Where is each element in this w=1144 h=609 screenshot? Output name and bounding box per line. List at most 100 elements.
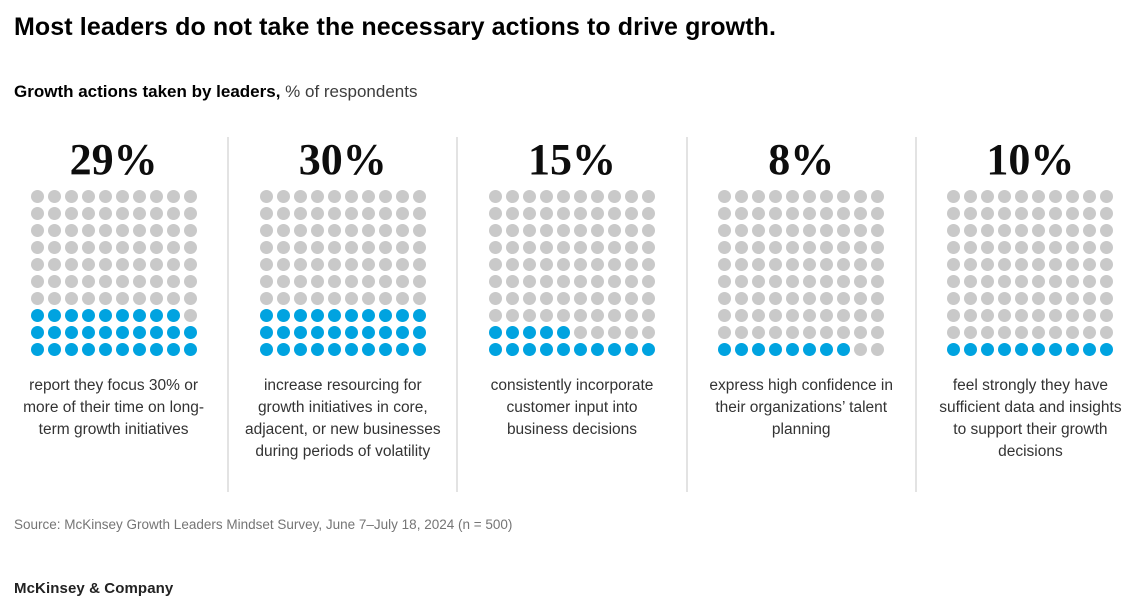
dot-empty bbox=[166, 207, 180, 220]
dot-empty bbox=[412, 224, 426, 237]
dot-empty bbox=[344, 275, 358, 288]
dot-empty bbox=[132, 258, 146, 271]
dot-empty bbox=[310, 241, 324, 254]
dot-empty bbox=[115, 224, 129, 237]
dot-empty bbox=[998, 326, 1012, 339]
dot-filled bbox=[98, 326, 112, 339]
dot-empty bbox=[820, 241, 834, 254]
dot-empty bbox=[803, 292, 817, 305]
dot-empty bbox=[259, 224, 273, 237]
dot-empty bbox=[820, 207, 834, 220]
dot-empty bbox=[998, 207, 1012, 220]
dot-empty bbox=[591, 292, 604, 305]
dot-empty bbox=[1100, 275, 1114, 288]
dot-empty bbox=[1100, 190, 1114, 203]
dot-empty bbox=[769, 190, 783, 203]
dot-grid bbox=[259, 190, 426, 356]
dot-empty bbox=[608, 241, 621, 254]
dot-empty bbox=[64, 258, 78, 271]
dot-empty bbox=[81, 207, 95, 220]
dot-empty bbox=[837, 241, 851, 254]
dot-empty bbox=[183, 292, 197, 305]
dot-empty bbox=[998, 275, 1012, 288]
dot-empty bbox=[276, 258, 290, 271]
dot-empty bbox=[837, 190, 851, 203]
dot-filled bbox=[361, 343, 375, 356]
dot-empty bbox=[642, 326, 655, 339]
dot-empty bbox=[786, 309, 800, 322]
dot-filled bbox=[149, 343, 163, 356]
dot-empty bbox=[642, 224, 655, 237]
dot-empty bbox=[115, 241, 129, 254]
dot-filled bbox=[981, 343, 995, 356]
dot-empty bbox=[591, 241, 604, 254]
percent-label: 15% bbox=[528, 135, 616, 184]
dot-filled bbox=[149, 326, 163, 339]
dot-empty bbox=[625, 292, 638, 305]
dot-empty bbox=[786, 190, 800, 203]
dot-empty bbox=[47, 224, 61, 237]
dot-filled bbox=[998, 343, 1012, 356]
dot-empty bbox=[395, 207, 409, 220]
dot-empty bbox=[642, 275, 655, 288]
dot-empty bbox=[820, 326, 834, 339]
dot-filled bbox=[412, 309, 426, 322]
dot-empty bbox=[115, 258, 129, 271]
dot-empty bbox=[259, 241, 273, 254]
dot-empty bbox=[786, 326, 800, 339]
dot-empty bbox=[642, 190, 655, 203]
dot-empty bbox=[395, 275, 409, 288]
dot-empty bbox=[149, 258, 163, 271]
dot-filled bbox=[1049, 343, 1063, 356]
dot-empty bbox=[378, 224, 392, 237]
dot-filled bbox=[310, 309, 324, 322]
dot-empty bbox=[820, 292, 834, 305]
dot-empty bbox=[344, 292, 358, 305]
dot-empty bbox=[412, 275, 426, 288]
dot-empty bbox=[1049, 292, 1063, 305]
dot-empty bbox=[1015, 258, 1029, 271]
dot-empty bbox=[412, 190, 426, 203]
dot-empty bbox=[803, 326, 817, 339]
dot-empty bbox=[1083, 326, 1097, 339]
dot-filled bbox=[947, 343, 961, 356]
dot-filled bbox=[166, 326, 180, 339]
dot-filled bbox=[115, 309, 129, 322]
waffle-row: 29% report they focus 30% or more of thei… bbox=[0, 137, 1144, 492]
dot-empty bbox=[981, 309, 995, 322]
dot-empty bbox=[149, 241, 163, 254]
dot-empty bbox=[998, 292, 1012, 305]
dot-empty bbox=[820, 258, 834, 271]
dot-filled bbox=[327, 326, 341, 339]
dot-empty bbox=[718, 224, 732, 237]
dot-empty bbox=[998, 190, 1012, 203]
column-description: report they focus 30% or more of their t… bbox=[23, 377, 205, 438]
dot-empty bbox=[378, 190, 392, 203]
dot-grid bbox=[489, 190, 655, 356]
dot-empty bbox=[608, 258, 621, 271]
dot-empty bbox=[998, 258, 1012, 271]
dot-empty bbox=[557, 258, 570, 271]
dot-filled bbox=[803, 343, 817, 356]
dot-filled bbox=[1066, 343, 1080, 356]
dot-empty bbox=[276, 224, 290, 237]
dot-empty bbox=[769, 224, 783, 237]
dot-empty bbox=[608, 224, 621, 237]
dot-filled bbox=[395, 343, 409, 356]
dot-empty bbox=[625, 309, 638, 322]
dot-filled bbox=[47, 309, 61, 322]
dot-empty bbox=[132, 275, 146, 288]
dot-empty bbox=[293, 241, 307, 254]
dot-empty bbox=[1066, 309, 1080, 322]
dot-empty bbox=[47, 241, 61, 254]
dot-empty bbox=[947, 309, 961, 322]
dot-empty bbox=[642, 309, 655, 322]
dot-empty bbox=[132, 241, 146, 254]
dot-empty bbox=[574, 309, 587, 322]
dot-empty bbox=[1049, 224, 1063, 237]
dot-empty bbox=[1066, 207, 1080, 220]
dot-empty bbox=[786, 292, 800, 305]
dot-empty bbox=[735, 258, 749, 271]
dot-empty bbox=[259, 207, 273, 220]
dot-empty bbox=[735, 326, 749, 339]
